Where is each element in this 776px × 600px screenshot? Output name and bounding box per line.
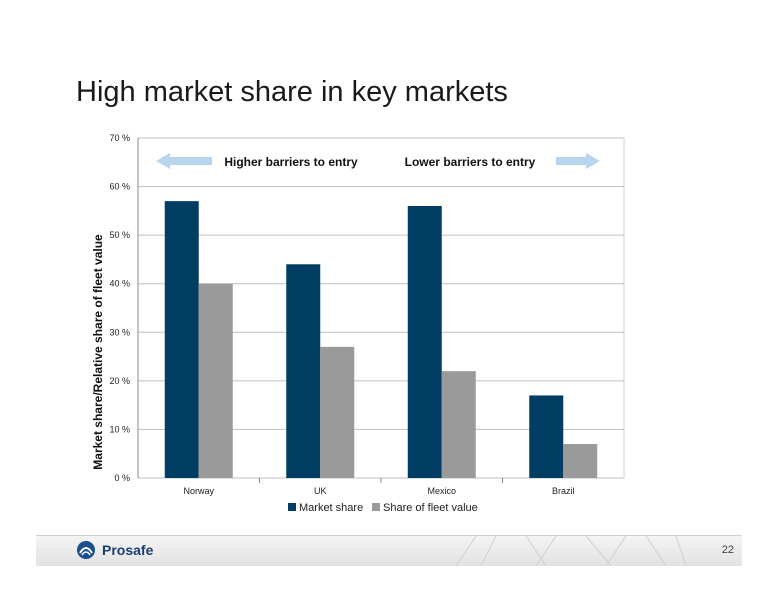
slide-title: High market share in key markets: [76, 76, 508, 108]
barrier-annotations: Higher barriers to entry Lower barriers …: [156, 153, 600, 169]
y-tick-label: 0 %: [114, 473, 130, 483]
right-arrow-icon: [556, 153, 600, 169]
page-number: 22: [721, 544, 734, 556]
y-tick-label: 60 %: [109, 182, 130, 192]
y-tick-label: 30 %: [109, 327, 130, 337]
y-tick-label: 40 %: [109, 279, 130, 289]
y-tick-label: 20 %: [109, 376, 130, 386]
bar-fleet-value-mexico: [441, 371, 476, 478]
x-tick-label: Brazil: [552, 486, 575, 496]
y-tick-label: 10 %: [109, 424, 130, 434]
left-arrow-icon: [156, 153, 212, 169]
bar-market-share-brazil: [529, 395, 564, 478]
x-tick-label: Mexico: [427, 486, 456, 496]
x-tick-label: Norway: [183, 486, 214, 496]
legend-label: Market share: [299, 502, 363, 514]
legend-label: Share of fleet value: [383, 502, 478, 514]
bar-market-share-norway: [164, 201, 199, 478]
higher-barriers-label: Higher barriers to entry: [224, 155, 358, 169]
bar-chart: 0 % 10 % 20 % 30 % 40 % 50 % 60 % 70 % Norway UK…: [91, 133, 625, 514]
prosafe-logo: Prosafe: [76, 540, 153, 560]
legend-swatch: [288, 503, 296, 511]
bar-fleet-value-norway: [198, 283, 233, 478]
y-tick-label: 70 %: [109, 133, 130, 143]
lower-barriers-label: Lower barriers to entry: [405, 155, 536, 169]
bars: [164, 201, 598, 478]
bar-market-share-uk: [286, 264, 321, 478]
legend-swatch: [372, 503, 380, 511]
logo-text: Prosafe: [102, 542, 154, 558]
y-axis: 0 % 10 % 20 % 30 % 40 % 50 % 60 % 70 %: [109, 133, 503, 483]
legend: Market share Share of fleet value: [288, 502, 478, 514]
footer-bar: Prosafe 22: [36, 535, 742, 566]
bar-fleet-value-brazil: [563, 444, 598, 478]
bar-market-share-mexico: [407, 206, 442, 478]
y-axis-title: Market share/Relative share of fleet val…: [91, 234, 105, 470]
footer-decoration: [455, 536, 687, 566]
logo-icon: [77, 541, 95, 559]
y-tick-label: 50 %: [109, 230, 130, 240]
x-tick-label: UK: [314, 486, 327, 496]
bar-fleet-value-uk: [320, 346, 355, 478]
x-axis-labels: Norway UK Mexico Brazil: [183, 486, 574, 496]
